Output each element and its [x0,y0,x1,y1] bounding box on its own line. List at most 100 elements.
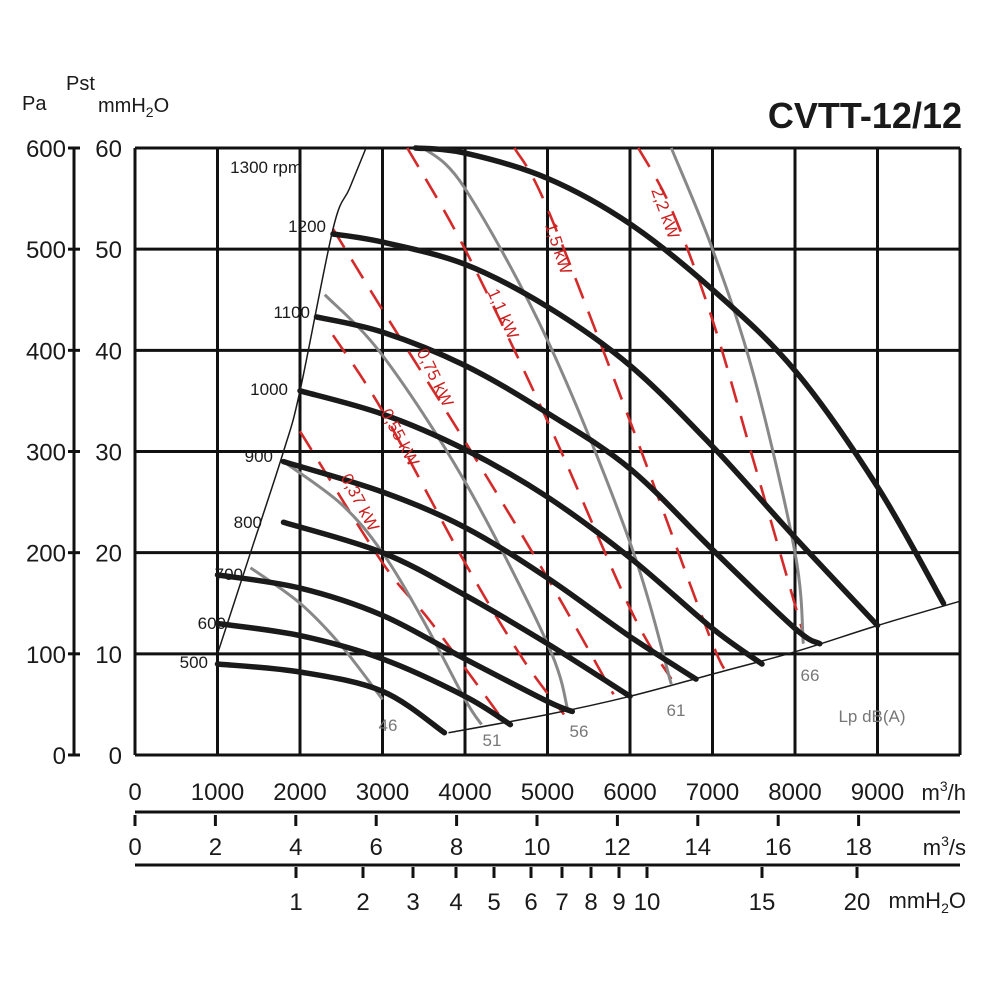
fan-curve [214,572,576,715]
x-tick-m3s: 6 [370,834,383,861]
x-tick-m3h: 0 [128,779,141,806]
y-tick-mmh2o: 20 [95,541,122,568]
noise-line [323,293,570,712]
operating-envelope [216,147,961,734]
noise-line [422,146,673,685]
power-line [298,430,508,726]
y-tick-mmh2o: 0 [109,743,122,770]
chart-grid [133,146,962,757]
x-tick-m3h: 9000 [851,779,904,806]
fan-curve [412,145,947,607]
x-tick-m3s: 8 [450,834,463,861]
rpm-label: 900 [245,447,273,466]
envelope-left [216,147,367,655]
x-tick-m3s: 4 [289,834,302,861]
power-line [331,334,566,716]
y-tick-pa: 200 [26,541,66,568]
y-tick-pa: 0 [53,743,66,770]
x-tick-mmh2o: 5 [487,889,500,916]
rpm-label: 1200 [288,217,326,236]
rpm-label: 500 [180,653,208,672]
x-tick-m3s: 16 [765,834,792,861]
noise-line [282,460,483,726]
x-tick-mmh2o: 10 [634,889,661,916]
noise-line-label: 46 [379,716,398,735]
noise-unit-label: Lp dB(A) [838,707,905,726]
x-tick-mmh2o: 2 [356,889,369,916]
power-line-label: 2,2 kW [647,185,683,241]
x-tick-m3s: 10 [524,834,551,861]
x-tick-mmh2o: 9 [612,889,625,916]
noise-line-label: 61 [667,701,686,720]
x-tick-m3s: 18 [845,834,872,861]
fan-curve [297,388,765,667]
x-unit-mmh2o: mmH2O [889,888,966,916]
rpm-label: 1300 rpm [230,158,302,177]
x-tick-m3h: 3000 [356,779,409,806]
power-lines [298,147,805,726]
x-tick-m3s: 2 [209,834,222,861]
power-line-label: 0,75 kW [413,345,457,409]
x-tick-m3h: 1000 [191,779,244,806]
x-tick-m3h: 2000 [273,779,326,806]
noise-line [249,566,384,701]
power-line [637,147,805,634]
power-line [406,147,673,680]
noise-line-label: 66 [801,666,820,685]
y-unit-pst: Pst [66,73,95,95]
chart-title: CVTT-12/12 [768,95,962,136]
x-tick-mmh2o: 4 [449,889,462,916]
x-tick-mmh2o: 15 [749,889,776,916]
y-tick-pa: 400 [26,338,66,365]
rpm-label: 800 [234,513,262,532]
fan-curve [214,620,514,728]
y-tick-pa: 100 [26,642,66,669]
fan-curve [280,519,633,700]
y-unit-pa: Pa [22,93,47,115]
fan-curve [214,661,448,736]
fan-curve [280,458,699,682]
x-tick-mmh2o: 8 [584,889,597,916]
rpm-label: 600 [198,614,226,633]
fan-curves [214,145,947,736]
power-line-label: 1,1 kW [484,286,523,342]
noise-line-label: 51 [483,731,502,750]
x-tick-m3h: 8000 [768,779,821,806]
x-tick-mmh2o: 7 [555,889,568,916]
noise-line-label: 56 [570,722,589,741]
noise-line [669,147,805,644]
x-tick-m3h: 7000 [686,779,739,806]
y-unit-mmh2o: mmH2O [98,95,169,120]
rpm-label: 1100 [273,303,310,322]
power-line [331,228,615,695]
fan-curve [313,314,823,647]
x-tick-m3h: 5000 [521,779,574,806]
y-tick-mmh2o: 60 [95,136,122,163]
y-tick-mmh2o: 40 [95,338,122,365]
x-unit-m3s: m3/s [923,833,966,860]
fan-curve [330,231,881,629]
rpm-label: 700 [215,565,243,584]
x-tick-mmh2o: 20 [844,889,871,916]
y-tick-pa: 300 [26,440,66,467]
x-tick-m3s: 0 [128,834,141,861]
noise-lines [249,146,805,726]
x-tick-m3h: 6000 [603,779,656,806]
y-tick-mmh2o: 30 [95,440,122,467]
x-tick-mmh2o: 3 [406,889,419,916]
x-tick-m3h: 4000 [438,779,491,806]
envelope-bottom [448,600,961,734]
x-unit-m3h: m3/h [922,778,966,805]
y-tick-pa: 500 [26,237,66,264]
x-tick-mmh2o: 6 [524,889,537,916]
power-line [513,147,731,672]
y-tick-mmh2o: 10 [95,642,122,669]
x-tick-mmh2o: 1 [289,889,302,916]
x-tick-m3s: 14 [684,834,711,861]
y-tick-pa: 600 [26,136,66,163]
y-tick-mmh2o: 50 [95,237,122,264]
rpm-label: 1000 [250,380,288,399]
x-tick-m3s: 12 [604,834,631,861]
chart-labels: 01002003004005006000102030405060PaPstmmH… [22,73,966,916]
